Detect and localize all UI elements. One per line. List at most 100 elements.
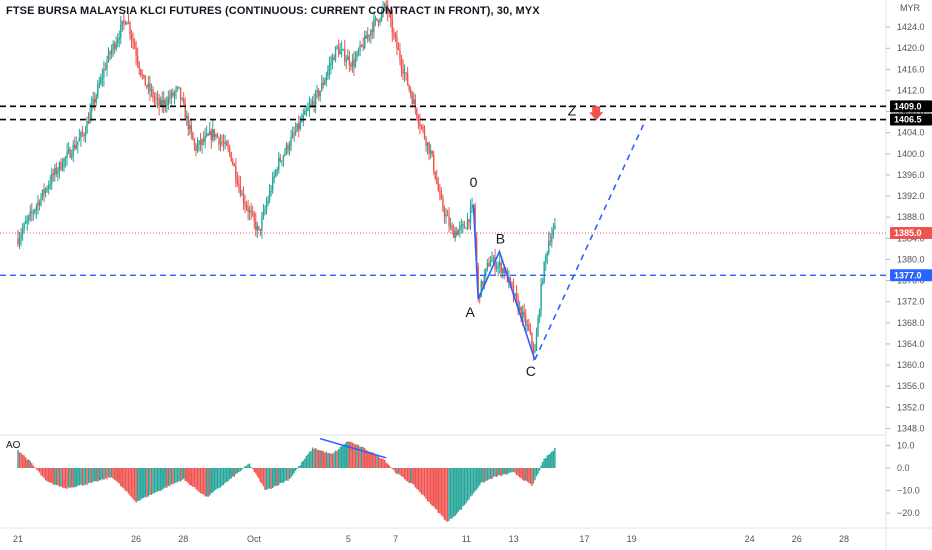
candle-body <box>429 150 432 154</box>
ao-bar <box>480 468 482 483</box>
ao-bar <box>290 468 292 478</box>
ao-bar <box>202 468 205 495</box>
price-tick-label: 1392.0 <box>897 191 925 201</box>
candle-body <box>86 120 88 134</box>
ao-bar <box>153 468 156 494</box>
candle-body <box>67 149 70 152</box>
ao-bar <box>129 468 131 496</box>
ao-bar <box>201 468 203 494</box>
ao-bar <box>84 468 87 485</box>
candle-body <box>485 268 487 276</box>
candle-body <box>336 46 338 48</box>
ao-bar <box>132 468 134 500</box>
candle-body <box>327 70 329 77</box>
ao-bar <box>184 468 186 481</box>
ao-bar <box>442 468 444 517</box>
candle-body <box>158 98 160 107</box>
ao-bar <box>285 468 288 481</box>
candle-body <box>436 178 438 183</box>
ao-bar <box>414 468 417 488</box>
candle-body <box>74 144 76 149</box>
ao-bar <box>373 452 375 468</box>
ao-bar <box>219 468 222 488</box>
price-badge <box>890 269 932 282</box>
ao-bar <box>535 468 538 477</box>
candle-body <box>348 56 351 65</box>
ao-bar <box>391 468 393 469</box>
down-arrow-icon <box>589 106 604 121</box>
ao-bar <box>77 468 79 486</box>
ao-bar <box>339 447 341 468</box>
ao-bar <box>152 468 154 494</box>
wave-overlay: 0 A B C Z <box>466 103 645 379</box>
ao-bar <box>187 468 189 484</box>
ao-bar <box>551 451 553 468</box>
ao-bar <box>238 468 240 472</box>
ao-bar <box>204 468 206 497</box>
ao-bar <box>72 468 74 488</box>
ao-bar <box>471 468 473 496</box>
ao-bar <box>279 468 282 483</box>
ao-bar <box>354 444 357 468</box>
candle-body <box>247 207 249 213</box>
ao-bar <box>244 466 246 468</box>
ao-bar <box>512 468 515 472</box>
candle-body <box>285 144 288 153</box>
ao-bar <box>58 468 61 487</box>
ao-bar <box>342 445 344 468</box>
ao-bar <box>416 468 418 489</box>
ao-bar <box>242 467 245 469</box>
candle-body <box>316 90 318 93</box>
ao-bar <box>284 468 286 482</box>
candle-body <box>43 189 45 194</box>
ao-bar <box>29 461 31 468</box>
ao-bar <box>69 468 71 489</box>
candle-body <box>304 110 306 115</box>
time-tick-label: 5 <box>346 534 351 544</box>
ao-bar <box>443 468 446 520</box>
price-tick-label: 1424.0 <box>897 22 925 32</box>
ao-bar <box>429 468 432 505</box>
price-axis[interactable]: MYR 1348.0 1352.0 1356.0 1360.0 1364.0 1368.0 1… <box>886 3 932 518</box>
ao-bar <box>287 468 289 481</box>
ao-bar <box>301 461 303 468</box>
candle-body <box>284 152 286 156</box>
candle-body <box>538 310 541 319</box>
ao-bar <box>380 458 383 468</box>
candle-body <box>182 98 185 104</box>
ao-bar <box>529 468 532 484</box>
candle-body <box>475 238 478 267</box>
ao-bar <box>379 457 381 468</box>
candle-body <box>238 184 240 186</box>
candle-body <box>402 68 404 74</box>
candle-body <box>255 220 257 231</box>
candle-body <box>301 120 303 122</box>
ao-bar <box>265 468 268 490</box>
candle-body <box>242 193 245 203</box>
ao-bar <box>376 454 378 468</box>
candle-body <box>397 47 400 51</box>
ao-bar <box>259 468 262 483</box>
ao-bar <box>144 468 147 497</box>
candle-body <box>84 133 87 137</box>
ao-bar <box>158 468 160 492</box>
candle-body <box>37 201 39 207</box>
candle-body <box>305 110 308 112</box>
ao-bar <box>488 468 490 480</box>
ao-bar <box>198 468 200 492</box>
ao-bar <box>462 468 464 507</box>
ao-bar <box>489 468 492 479</box>
candle-body <box>115 43 117 49</box>
candle-body <box>403 72 406 74</box>
ao-bar <box>479 468 481 486</box>
candle-body <box>368 34 370 36</box>
ao-bar <box>121 468 124 488</box>
time-axis[interactable]: 21 26 28 Oct 5 7 11 13 17 19 24 26 28 <box>13 534 849 544</box>
ao-bar <box>100 468 102 481</box>
ao-bar <box>357 444 360 468</box>
ao-bar <box>186 468 188 482</box>
ao-bar <box>537 468 539 474</box>
ao-bar <box>310 450 312 468</box>
ao-indicator-label[interactable]: AO <box>6 440 21 451</box>
